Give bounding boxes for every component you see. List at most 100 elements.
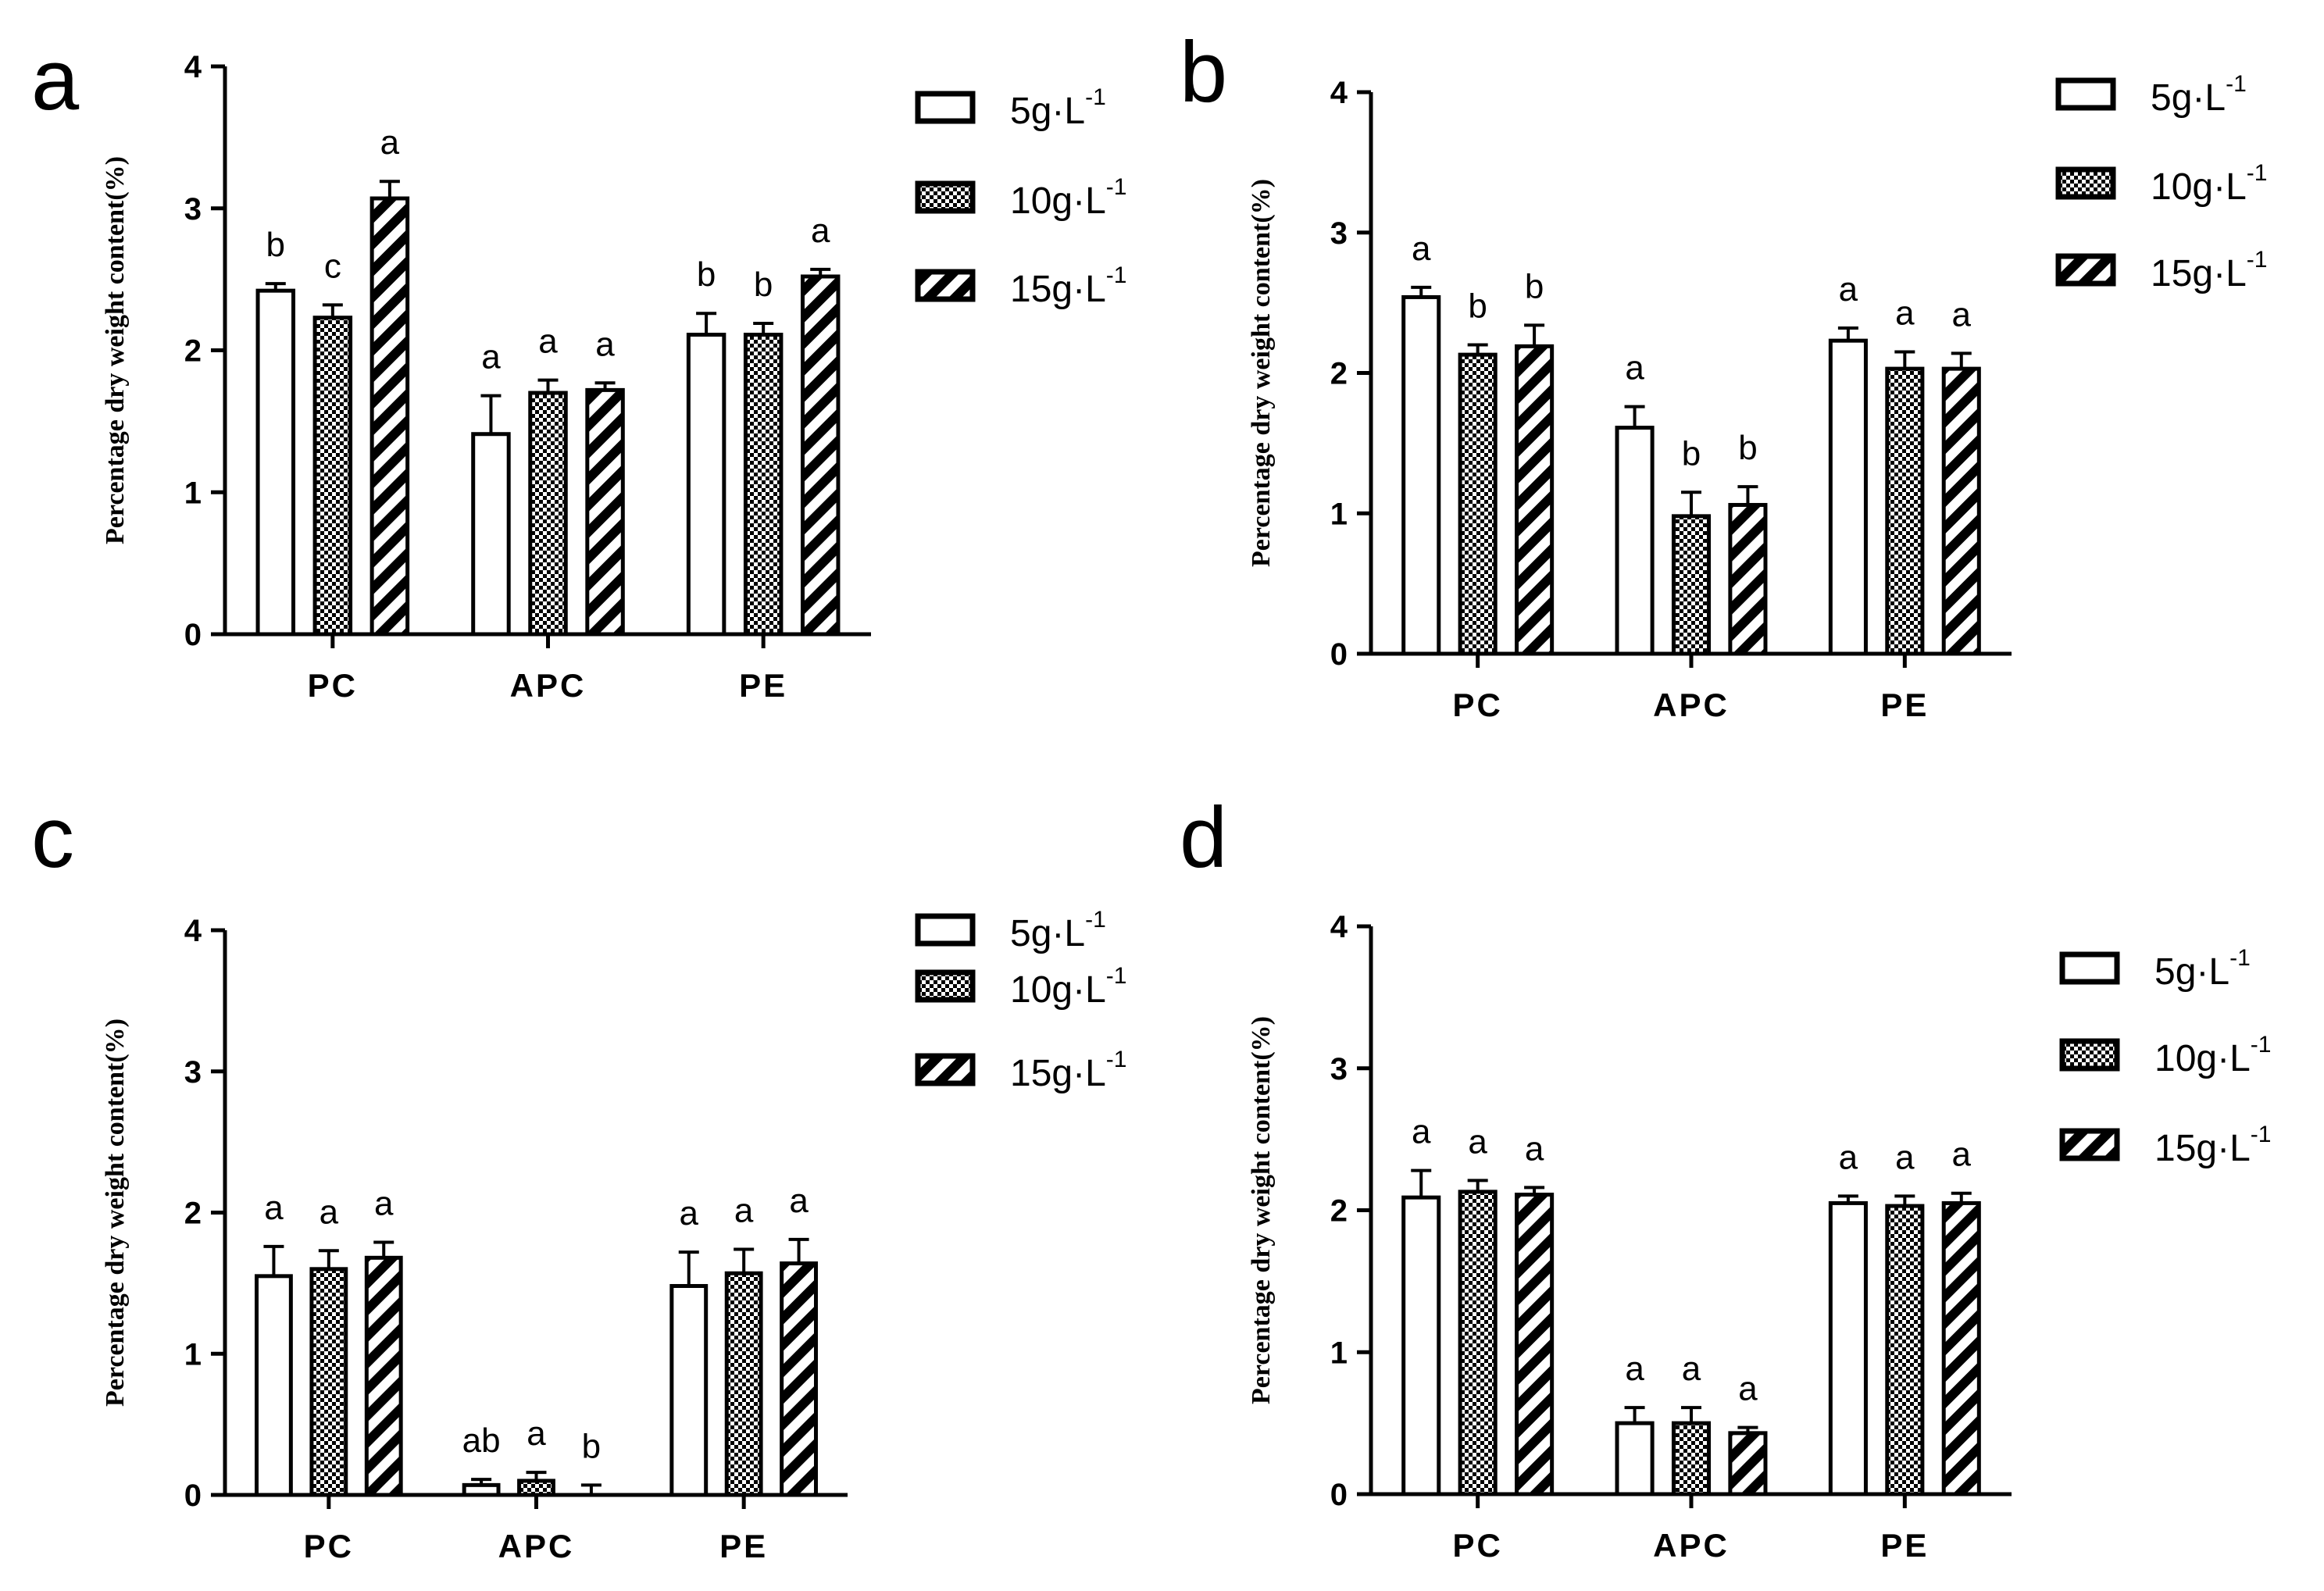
legend-label: 15g·L-1 xyxy=(1010,262,1126,310)
significance-letter: b xyxy=(266,226,285,264)
y-tick-label: 4 xyxy=(184,50,202,84)
significance-letter: a xyxy=(538,323,558,361)
y-tick-label: 3 xyxy=(184,1055,202,1090)
legend-label: 15g·L-1 xyxy=(2151,247,2267,294)
legend: 5g·L-1 10g·L-1 15g·L-1 xyxy=(2059,945,2272,1169)
legend-label-superscript: -1 xyxy=(1106,1047,1127,1072)
y-axis-label: Percentage dry weight content(%) xyxy=(1247,1016,1276,1404)
bar xyxy=(1671,1421,1712,1496)
bar xyxy=(780,1261,818,1497)
x-category-label: PE xyxy=(1880,1527,1929,1564)
panels: a Percentage dry weight content(%) 0 1 2 3 4 PC… xyxy=(31,24,2271,1564)
significance-letter: a xyxy=(1895,1138,1915,1176)
significance-letter: b xyxy=(1468,287,1487,326)
bar xyxy=(255,1274,293,1497)
bar xyxy=(1885,1204,1925,1496)
legend: 5g·L-1 10g·L-1 15g·L-1 xyxy=(2055,71,2267,294)
legend-label-superscript: -1 xyxy=(1085,84,1106,110)
bar xyxy=(686,333,726,637)
y-tick-label: 3 xyxy=(1330,216,1348,251)
legend-label: 5g·L-1 xyxy=(1010,84,1106,132)
y-tick-label: 2 xyxy=(184,1197,202,1231)
y-tick-label: 2 xyxy=(1330,357,1348,391)
x-category-label: PE xyxy=(739,667,787,704)
legend-swatch-open xyxy=(915,91,976,124)
significance-letter: a xyxy=(680,1194,699,1232)
legend-swatch-checker xyxy=(2055,166,2116,200)
panel-letter: d xyxy=(1180,790,1227,886)
bar xyxy=(312,316,353,637)
y-tick-label: 3 xyxy=(1330,1052,1348,1086)
y-tick-label: 4 xyxy=(1330,910,1348,944)
legend-swatch-checker xyxy=(2059,1038,2120,1072)
legend-label: 10g·L-1 xyxy=(2151,160,2267,208)
panel-b: b Percentage dry weight content(%) 0 1 2 3 4 PC… xyxy=(1180,24,2267,723)
significance-letter: b xyxy=(697,255,716,294)
significance-letter: a xyxy=(1525,1129,1544,1168)
legend-label: 10g·L-1 xyxy=(1010,174,1126,222)
bar xyxy=(743,333,784,637)
legend-label-superscript: -1 xyxy=(2226,71,2247,97)
significance-letter: b xyxy=(1738,429,1757,467)
significance-letter: a xyxy=(1625,1350,1644,1388)
x-category-label: APC xyxy=(510,667,587,704)
x-category-label: PC xyxy=(308,667,358,704)
bar xyxy=(1515,1193,1555,1496)
x-category-label: PE xyxy=(719,1528,768,1564)
x-category-label: PE xyxy=(1880,687,1929,723)
legend-label-superscript: -1 xyxy=(1106,262,1127,288)
legend-label-superscript: -1 xyxy=(1085,907,1106,933)
bar xyxy=(528,391,568,637)
legend-label: 10g·L-1 xyxy=(2154,1032,2271,1079)
x-category-label: PC xyxy=(304,1528,354,1564)
significance-letter: a xyxy=(789,1182,809,1220)
legend-label-superscript: -1 xyxy=(2229,945,2251,971)
significance-letter: a xyxy=(264,1189,284,1227)
legend: 5g·L-1 10g·L-1 15g·L-1 xyxy=(915,907,1127,1094)
significance-letter: a xyxy=(1738,1370,1758,1408)
significance-letter: a xyxy=(1952,295,1972,334)
bar xyxy=(1615,426,1655,656)
panel-d: d Percentage dry weight content(%) 0 1 2 3 4 PC… xyxy=(1180,790,2271,1564)
significance-letter: a xyxy=(1839,1138,1858,1176)
legend-label: 5g·L-1 xyxy=(2151,71,2247,119)
bar xyxy=(800,274,841,637)
bar xyxy=(255,288,296,637)
significance-letter: a xyxy=(1895,294,1915,333)
y-tick-label: 1 xyxy=(184,1337,202,1372)
y-tick-label: 0 xyxy=(184,618,202,652)
y-tick-label: 0 xyxy=(184,1479,202,1513)
y-tick-label: 1 xyxy=(1330,497,1348,531)
significance-letter: a xyxy=(320,1193,339,1231)
y-axis-label: Percentage dry weight content(%) xyxy=(101,156,130,544)
y-tick-label: 3 xyxy=(184,192,202,227)
bar xyxy=(471,432,511,637)
bar xyxy=(1941,366,1981,656)
legend-swatch-diagonal xyxy=(915,1053,976,1086)
bar xyxy=(1728,502,1768,656)
significance-letter: b xyxy=(582,1427,601,1465)
x-category-label: APC xyxy=(1653,687,1730,723)
y-tick-label: 4 xyxy=(1330,76,1348,110)
bar xyxy=(1401,1195,1441,1496)
y-axis-label: Percentage dry weight content(%) xyxy=(101,1018,130,1407)
panel-c: c Percentage dry weight content(%) 0 1 2 3 4 PC… xyxy=(31,790,1126,1564)
bar xyxy=(1615,1421,1655,1496)
legend-label-superscript: -1 xyxy=(2251,1122,2272,1147)
bar xyxy=(1941,1200,1981,1496)
legend-swatch-diagonal xyxy=(2055,253,2116,287)
bar xyxy=(364,1255,403,1497)
significance-letter: a xyxy=(1468,1122,1487,1161)
bar xyxy=(1458,352,1498,656)
legend-label-superscript: -1 xyxy=(2251,1032,2272,1058)
legend-swatch-diagonal xyxy=(2059,1128,2120,1161)
x-category-label: PC xyxy=(1452,687,1502,723)
significance-letter: a xyxy=(527,1414,546,1453)
panel-a: a Percentage dry weight content(%) 0 1 2 3 4 PC… xyxy=(31,32,1126,704)
significance-letter: a xyxy=(374,1184,394,1222)
y-tick-label: 2 xyxy=(184,334,202,369)
legend: 5g·L-1 10g·L-1 15g·L-1 xyxy=(915,84,1126,310)
bar xyxy=(1828,1200,1868,1496)
legend-swatch-open xyxy=(2055,77,2116,111)
